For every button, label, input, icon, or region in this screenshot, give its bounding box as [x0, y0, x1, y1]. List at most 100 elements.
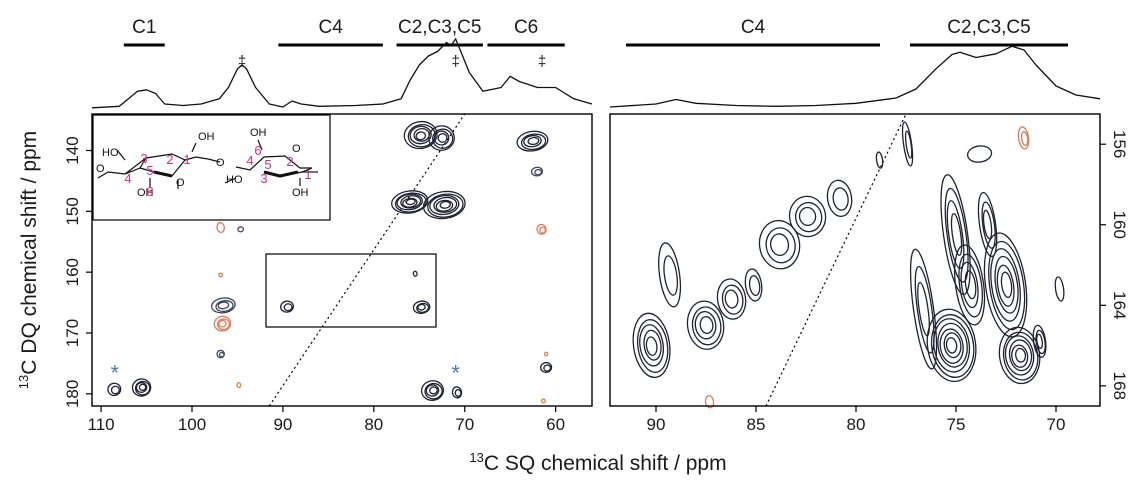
carbon-number: 5 [264, 157, 271, 172]
y-tick-label: 180 [63, 380, 82, 408]
carbon-number: 6 [254, 143, 261, 158]
contour-level [1054, 276, 1065, 302]
contour-peak [953, 244, 986, 326]
contour-level [217, 318, 231, 331]
contour-level [901, 121, 914, 167]
contour-level [940, 174, 971, 296]
diagonal-line [765, 113, 907, 407]
contour-level [832, 187, 849, 211]
contour-peak [428, 125, 455, 151]
contour-level [527, 136, 540, 146]
contour-level [218, 272, 224, 278]
contour-peak [1032, 324, 1047, 358]
contour-level [1017, 126, 1030, 150]
group-label: C4 [318, 17, 343, 38]
contour-level [930, 314, 975, 378]
contour-level [1008, 339, 1033, 372]
contour-level [216, 222, 225, 234]
contour-level [432, 128, 454, 149]
contour-level [721, 284, 744, 315]
contour-level [636, 319, 669, 373]
contour-peak [412, 300, 431, 314]
contour-peak [412, 270, 418, 277]
contour-peak [107, 382, 122, 397]
contour-level [658, 242, 682, 308]
carbon-number: 4 [124, 171, 131, 186]
contour-level [210, 297, 236, 314]
contour-level [435, 199, 454, 212]
x-axis-title-sup: 13 [469, 450, 483, 465]
contour-level [407, 124, 436, 148]
carbon-number: 3 [140, 151, 147, 166]
contour-level [416, 302, 430, 313]
y-tick-label: 156 [1110, 130, 1129, 158]
contour-level [694, 310, 717, 340]
contour-peak [901, 121, 914, 167]
y-tick-label: 140 [63, 136, 82, 164]
contour-level [131, 378, 152, 397]
contour-level [422, 190, 466, 220]
contour-level [788, 195, 827, 238]
contour-level [945, 337, 958, 354]
contour-level [990, 248, 1021, 322]
x-tick-label: 80 [364, 415, 383, 434]
group-label: C6 [514, 17, 538, 38]
contour-level [516, 130, 549, 152]
carbon-number: 3 [260, 171, 267, 186]
y-tick-label: 170 [63, 319, 82, 347]
x-tick-label: 100 [178, 415, 206, 434]
contour-level [663, 255, 679, 296]
contour-peak [758, 219, 801, 270]
contour-level [412, 270, 418, 277]
contour-level [643, 329, 662, 361]
contour-level [958, 253, 984, 318]
contour-level [994, 255, 1019, 314]
contour-peak [236, 382, 242, 389]
contour-peak [966, 145, 993, 163]
contour-level [909, 248, 938, 370]
contour-level [724, 289, 739, 309]
contour-peak [213, 315, 232, 332]
contour-level [138, 383, 147, 391]
contour-level [540, 361, 553, 373]
contour-level [950, 212, 963, 256]
contour-peak [658, 242, 682, 308]
contour-level [540, 398, 546, 404]
left-contours [107, 113, 553, 407]
contour-level [405, 198, 416, 206]
contour-level [765, 227, 796, 264]
contour-level [420, 380, 445, 401]
group-label: C2,C3,C5 [947, 17, 1030, 38]
x-tick-label: 75 [947, 415, 966, 434]
projection-trace [91, 38, 593, 109]
contour-level [794, 201, 823, 233]
contour-peak [540, 361, 553, 373]
contour-level [632, 312, 671, 379]
left-projection [91, 38, 593, 109]
contour-level [427, 193, 464, 218]
contour-level [424, 382, 443, 400]
contour-level [744, 268, 763, 302]
contour-level [977, 191, 998, 258]
contour-level [988, 240, 1026, 331]
contour-level [953, 244, 986, 326]
atom-label: OH [292, 187, 309, 199]
contour-peak [420, 380, 445, 401]
contour-peak [686, 300, 725, 350]
projection-trace [609, 45, 1101, 108]
contour-level [236, 382, 242, 389]
y-tick-label: 160 [1110, 211, 1129, 239]
contour-level [1015, 347, 1027, 363]
contour-level [237, 226, 245, 233]
contour-level [523, 134, 542, 148]
contour-level [543, 364, 552, 372]
contour-level [451, 386, 463, 399]
contour-peak [744, 268, 763, 302]
contour-level [217, 301, 230, 310]
x-tick-label: 70 [1047, 415, 1066, 434]
contour-level [926, 308, 977, 383]
contour-level [645, 336, 658, 356]
contour-level [534, 168, 543, 176]
y-axis-title-sup: 13 [16, 375, 31, 389]
